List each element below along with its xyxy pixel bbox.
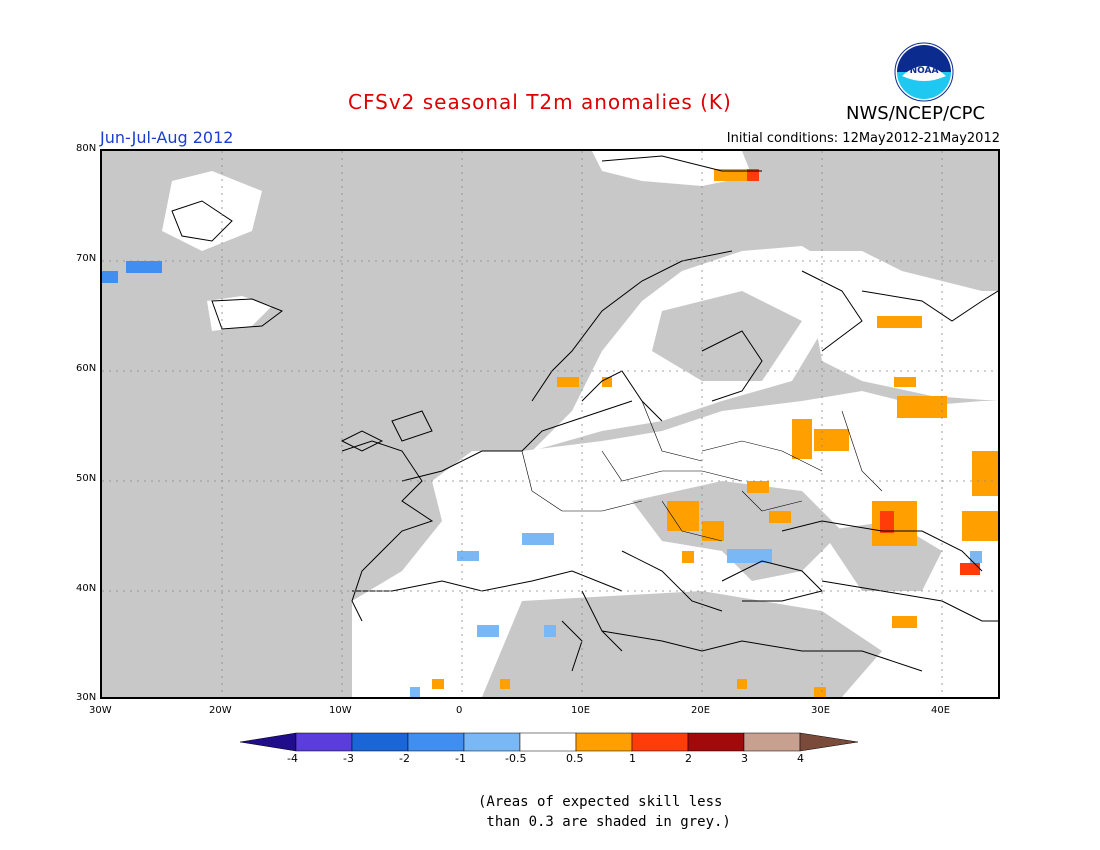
map-panel [100,149,1000,699]
colorbar-seg-8 [687,732,745,752]
moderate-cool-anomaly-cells [102,261,162,283]
colorbar-label-neg3: -3 [343,752,354,765]
country-borders [521,400,883,542]
cool-anomaly-cells [410,533,982,697]
lon-label-0: 0 [456,705,463,716]
strong-warm-anomaly-cells [747,169,980,575]
forecast-period: Jun-Jul-Aug 2012 [100,128,234,147]
lat-label-30n: 30N [76,692,97,703]
lon-label-30e: 30E [811,705,831,716]
lon-label-10e: 10E [571,705,591,716]
lat-label-50n: 50N [76,473,97,484]
warm-anomaly-cells [432,169,998,697]
colorbar-label-neg1: -1 [455,752,466,765]
lon-label-20e: 20E [691,705,711,716]
lat-label-70n: 70N [76,253,97,264]
colorbar-label-1: 1 [629,752,636,765]
lat-label-80n: 80N [76,143,97,154]
colorbar-label-neg2: -2 [399,752,410,765]
colorbar-seg-7 [631,732,689,752]
svg-text:NOAA: NOAA [910,66,939,76]
colorbar-label-2: 2 [685,752,692,765]
colorbar-label-neg4: -4 [287,752,298,765]
colorbar-seg-1 [295,732,353,752]
colorbar-seg-2 [351,732,409,752]
skill-note: (Areas of expected skill less than 0.3 a… [478,794,731,830]
initial-conditions: Initial conditions: 12May2012-21May2012 [726,131,1000,146]
low-skill-regions [362,291,942,697]
colorbar-label-3: 3 [741,752,748,765]
colorbar-seg-5 [519,732,577,752]
anomaly-map [102,151,998,697]
colorbar-label-4: 4 [797,752,804,765]
colorbar-seg-6 [575,732,633,752]
graticule [102,151,998,697]
lon-label-30w: 30W [89,705,112,716]
colorbar [239,732,859,752]
neutral-anomaly-regions [162,151,998,697]
colorbar-label-neg05: -0.5 [505,752,527,765]
lat-label-40n: 40N [76,583,97,594]
lon-label-10w: 10W [329,705,352,716]
colorbar-label-05: 0.5 [566,752,584,765]
colorbar-seg-4 [463,732,521,752]
colorbar-seg-3 [407,732,465,752]
agency-label: NWS/NCEP/CPC [846,103,986,124]
colorbar-seg-0 [239,732,297,752]
lon-label-20w: 20W [209,705,232,716]
lon-label-40e: 40E [931,705,951,716]
colorbar-seg-9 [743,732,801,752]
lat-label-60n: 60N [76,363,97,374]
colorbar-seg-10 [799,732,859,752]
noaa-logo: NOAA [894,42,954,102]
chart-title: CFSv2 seasonal T2m anomalies (K) [348,90,732,114]
